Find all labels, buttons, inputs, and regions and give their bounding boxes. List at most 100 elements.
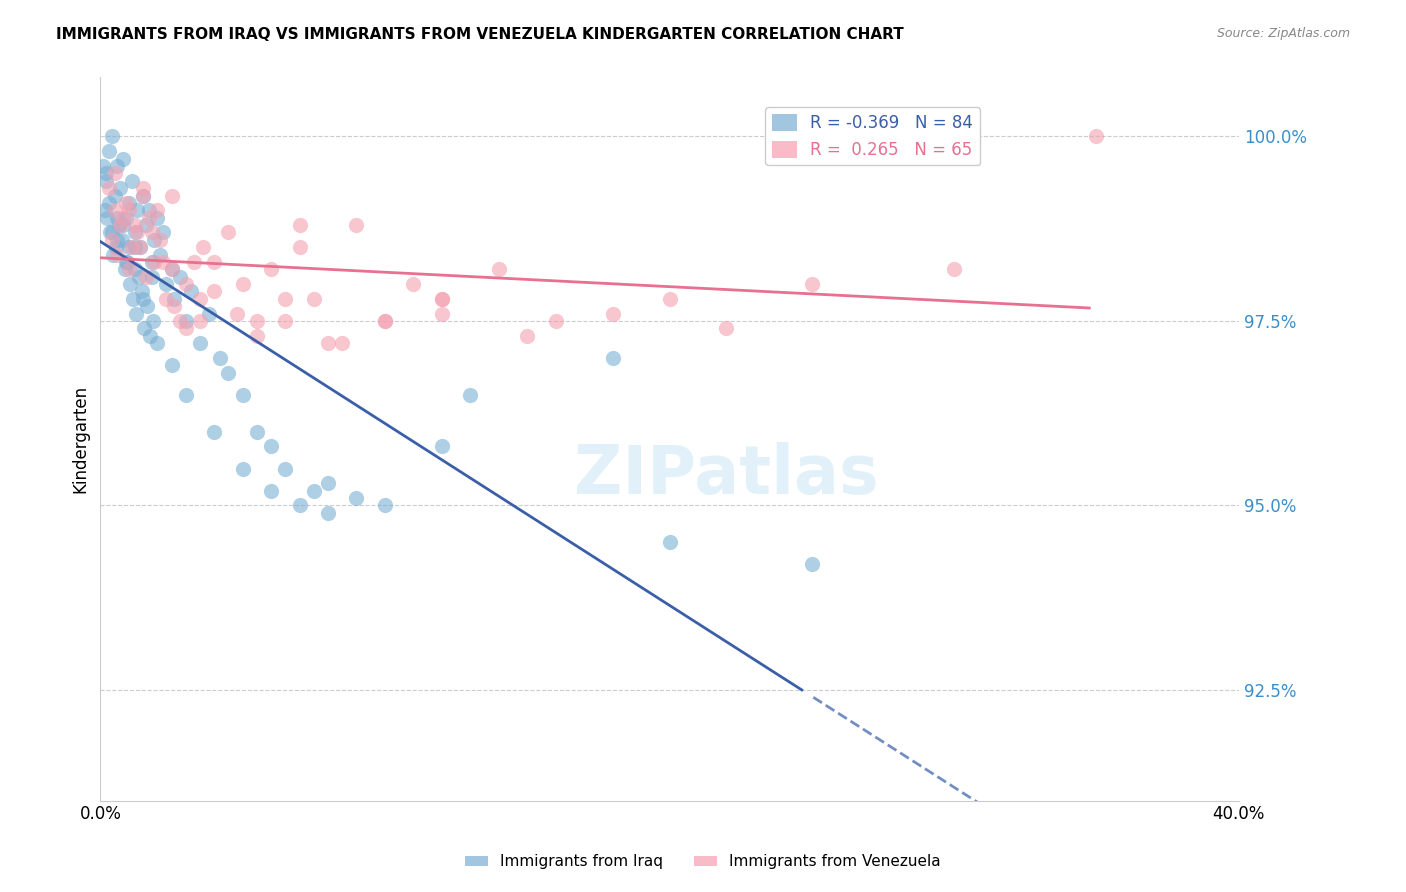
Point — [101, 247, 124, 261]
Y-axis label: Kindergarten: Kindergarten — [72, 385, 89, 493]
Point — [117, 255, 139, 269]
Point — [246, 314, 269, 328]
Point — [121, 174, 143, 188]
Point — [191, 240, 214, 254]
Point — [374, 314, 396, 328]
Point — [516, 328, 538, 343]
Point — [127, 226, 149, 240]
Point — [160, 262, 183, 277]
Point — [138, 203, 160, 218]
Point — [110, 181, 132, 195]
Point — [129, 240, 152, 254]
Point — [217, 226, 239, 240]
Point — [114, 262, 136, 277]
Point — [103, 188, 125, 202]
Point — [208, 351, 231, 365]
Point — [260, 483, 283, 498]
Point — [132, 181, 155, 195]
Point — [96, 211, 118, 225]
Point — [163, 292, 186, 306]
Point — [107, 211, 129, 225]
Point — [346, 491, 368, 505]
Point — [260, 439, 283, 453]
Point — [174, 388, 197, 402]
Point — [800, 558, 823, 572]
Point — [160, 262, 183, 277]
Point — [94, 166, 117, 180]
Point — [105, 240, 128, 254]
Point — [146, 203, 169, 218]
Point — [226, 307, 249, 321]
Point — [112, 152, 135, 166]
Point — [202, 425, 225, 439]
Point — [135, 269, 157, 284]
Point — [160, 358, 183, 372]
Point — [232, 388, 254, 402]
Point — [202, 255, 225, 269]
Point — [141, 255, 163, 269]
Point — [274, 292, 297, 306]
Point — [188, 336, 211, 351]
Point — [174, 321, 197, 335]
Point — [97, 145, 120, 159]
Point — [183, 255, 205, 269]
Point — [180, 285, 202, 299]
Point — [602, 351, 624, 365]
Point — [115, 195, 138, 210]
Point — [260, 262, 283, 277]
Point — [118, 195, 141, 210]
Point — [121, 240, 143, 254]
Point — [346, 218, 368, 232]
Point — [800, 277, 823, 291]
Point — [132, 188, 155, 202]
Point — [100, 226, 122, 240]
Point — [127, 203, 149, 218]
Point — [100, 233, 122, 247]
Point — [460, 388, 482, 402]
Point — [169, 314, 191, 328]
Point — [125, 307, 148, 321]
Point — [132, 292, 155, 306]
Point — [149, 247, 172, 261]
Point — [188, 292, 211, 306]
Point — [129, 240, 152, 254]
Point — [100, 129, 122, 144]
Point — [136, 299, 159, 313]
Point — [142, 314, 165, 328]
Point — [374, 499, 396, 513]
Point — [138, 211, 160, 225]
Point — [316, 476, 339, 491]
Point — [188, 314, 211, 328]
Point — [152, 226, 174, 240]
Point — [115, 211, 138, 225]
Point — [124, 226, 146, 240]
Point — [169, 269, 191, 284]
Point — [374, 314, 396, 328]
Point — [143, 233, 166, 247]
Point — [93, 203, 115, 218]
Legend: R = -0.369   N = 84, R =  0.265   N = 65: R = -0.369 N = 84, R = 0.265 N = 65 — [765, 107, 980, 166]
Point — [160, 188, 183, 202]
Point — [98, 226, 121, 240]
Point — [131, 285, 153, 299]
Point — [202, 285, 225, 299]
Point — [124, 240, 146, 254]
Point — [146, 211, 169, 225]
Point — [716, 321, 738, 335]
Point — [94, 174, 117, 188]
Point — [163, 299, 186, 313]
Point — [108, 218, 131, 232]
Point — [316, 506, 339, 520]
Point — [232, 461, 254, 475]
Point — [430, 292, 453, 306]
Point — [174, 277, 197, 291]
Point — [197, 307, 219, 321]
Point — [544, 314, 567, 328]
Point — [1085, 129, 1108, 144]
Point — [107, 247, 129, 261]
Text: Source: ZipAtlas.com: Source: ZipAtlas.com — [1216, 27, 1350, 40]
Point — [103, 166, 125, 180]
Point — [111, 233, 134, 247]
Point — [110, 218, 132, 232]
Point — [288, 499, 311, 513]
